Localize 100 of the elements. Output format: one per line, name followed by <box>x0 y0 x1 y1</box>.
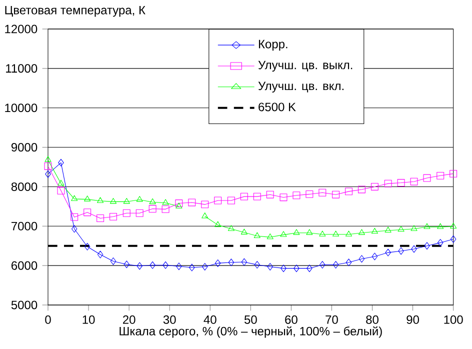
point <box>44 162 52 170</box>
point <box>202 212 208 218</box>
point <box>189 264 195 272</box>
point <box>240 228 248 234</box>
x-tick-label: 100 <box>444 315 463 324</box>
point <box>267 263 273 270</box>
y-tick-label: 6000 <box>12 261 38 270</box>
point <box>436 172 444 180</box>
point <box>97 250 104 258</box>
point <box>372 252 378 260</box>
point <box>175 200 183 208</box>
point <box>332 261 339 269</box>
point <box>57 186 65 194</box>
point <box>358 255 365 263</box>
point <box>358 229 365 235</box>
point <box>214 221 222 227</box>
point <box>84 208 92 216</box>
point <box>370 182 378 190</box>
point <box>136 209 144 217</box>
point <box>214 196 222 204</box>
point <box>371 228 378 234</box>
x-tick-label: 20 <box>123 315 136 324</box>
x-tick-label: 40 <box>204 315 216 324</box>
point <box>266 190 274 198</box>
point <box>110 212 117 220</box>
y-tick-label: 12000 <box>5 24 38 34</box>
point <box>332 230 340 236</box>
point <box>148 205 156 213</box>
y-tick-label: 10000 <box>5 104 38 112</box>
point <box>227 196 235 204</box>
x-tick-label: 90 <box>406 315 420 324</box>
point <box>450 170 458 178</box>
point <box>240 192 248 200</box>
point <box>292 192 300 200</box>
legend-label: Корр. <box>258 40 288 51</box>
point <box>450 222 457 229</box>
point <box>280 264 286 272</box>
point <box>123 198 130 204</box>
point <box>385 248 391 256</box>
point <box>294 264 300 272</box>
point <box>410 225 418 231</box>
point <box>318 188 326 196</box>
point <box>150 261 156 269</box>
x-tick-label: 70 <box>326 315 338 324</box>
x-tick-label: 50 <box>244 315 257 324</box>
point <box>254 232 260 238</box>
point <box>411 245 417 253</box>
legend-label: 6500 K <box>258 102 296 112</box>
x-axis-title: Шкала серого, % (0% – черный, 100% – белый) <box>120 326 382 338</box>
x-tick-label: 0 <box>45 315 51 324</box>
point <box>214 259 221 267</box>
point <box>253 192 261 200</box>
y-tick-label: 9000 <box>11 143 38 152</box>
point <box>306 190 314 198</box>
point <box>71 195 78 201</box>
point <box>398 226 404 232</box>
point <box>293 229 300 235</box>
point <box>424 242 430 250</box>
legend-label: Улучш. цв. вкл. <box>258 82 344 93</box>
point <box>437 238 444 246</box>
point <box>136 262 142 270</box>
point <box>58 180 64 186</box>
point <box>71 225 78 233</box>
point <box>188 198 196 206</box>
y-tick-label: 8000 <box>11 182 38 191</box>
point <box>437 223 444 229</box>
point <box>44 156 52 162</box>
point <box>306 264 312 272</box>
point <box>96 214 104 222</box>
point <box>45 170 51 178</box>
point <box>124 260 130 268</box>
point <box>70 213 78 221</box>
point <box>450 235 456 243</box>
point <box>423 174 431 182</box>
x-tick-label: 60 <box>285 315 298 324</box>
point <box>345 188 352 196</box>
x-tick-label: 80 <box>366 315 378 324</box>
point <box>280 194 288 202</box>
point <box>345 230 352 236</box>
point <box>320 261 326 269</box>
point <box>228 258 234 266</box>
point <box>162 205 170 213</box>
point <box>306 229 313 235</box>
y-tick-label: 11000 <box>6 64 38 73</box>
point <box>280 231 287 237</box>
point <box>58 158 64 166</box>
point <box>384 180 392 188</box>
y-tick-label: 5000 <box>11 300 38 310</box>
point <box>202 263 208 270</box>
point <box>149 198 156 204</box>
point <box>122 209 130 217</box>
point <box>254 261 260 269</box>
point <box>410 178 418 186</box>
legend-label: Улучш. цв. выкл. <box>258 60 352 72</box>
point <box>201 200 209 208</box>
point <box>424 223 430 229</box>
point <box>384 226 392 232</box>
point <box>332 190 340 198</box>
point <box>398 247 404 255</box>
point <box>176 202 182 208</box>
